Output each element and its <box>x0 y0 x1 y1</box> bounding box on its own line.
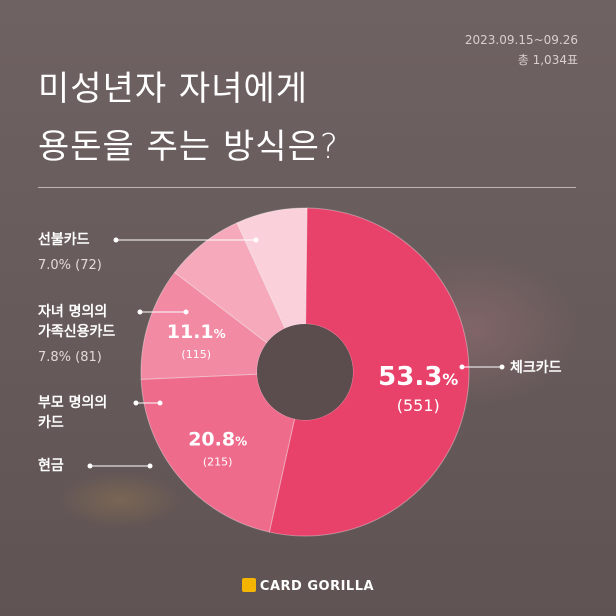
legend-parent-card: 부모 명의의 카드 <box>38 393 107 433</box>
leader-dot <box>113 237 119 243</box>
legend-gift-card: 선불카드 7.0% (72) <box>38 230 102 276</box>
slice-count-label: (215) <box>203 455 233 468</box>
survey-period: 2023.09.15~09.26 총 1,034표 <box>465 30 578 70</box>
leader-dot <box>499 364 505 370</box>
leader-dot <box>87 463 93 469</box>
parent-card-name-1: 부모 명의의 <box>38 395 108 411</box>
total-votes: 총 1,034표 <box>517 53 578 67</box>
title-line-2: 용돈을 주는 방식은? <box>38 127 339 167</box>
title-line-1: 미성년자 자녀에게 <box>38 69 309 109</box>
legend-check-card: 체크카드 <box>510 358 562 378</box>
leader-dot <box>157 400 163 406</box>
family-card-name-1: 자녀 명의의 <box>38 304 108 320</box>
period-text: 2023.09.15~09.26 <box>464 33 578 47</box>
cash-name: 현금 <box>38 458 64 474</box>
slice-percent-label: 20.8% <box>188 428 247 450</box>
leader-dot <box>459 364 465 370</box>
legend-cash: 현금 <box>38 456 64 476</box>
leader-dot <box>183 309 189 315</box>
page-title: 미성년자 자녀에게 용돈을 주는 방식은? <box>38 60 339 176</box>
divider <box>38 187 576 188</box>
leader-dot <box>133 400 139 406</box>
donut-hole <box>257 324 353 420</box>
leader-dot <box>147 463 153 469</box>
brand-name: CARD GORILLA <box>259 579 375 594</box>
gorilla-logo-icon <box>241 578 256 592</box>
check-card-name: 체크카드 <box>510 360 562 376</box>
parent-card-name-2: 카드 <box>38 415 64 431</box>
family-card-name-2: 가족신용카드 <box>38 324 116 340</box>
leader-dot <box>137 309 143 315</box>
family-card-value: 7.8% (81) <box>38 350 102 365</box>
brand-footer: CARD GORILLA <box>0 578 616 594</box>
slice-count-label: (115) <box>181 348 211 361</box>
slice-percent-label: 11.1% <box>167 321 226 343</box>
leader-dot <box>253 237 259 243</box>
slice-count-label: (551) <box>397 396 440 415</box>
legend-family-card: 자녀 명의의 가족신용카드 7.8% (81) <box>38 302 115 368</box>
gift-card-value: 7.0% (72) <box>38 258 102 273</box>
gift-card-name: 선불카드 <box>38 232 90 248</box>
